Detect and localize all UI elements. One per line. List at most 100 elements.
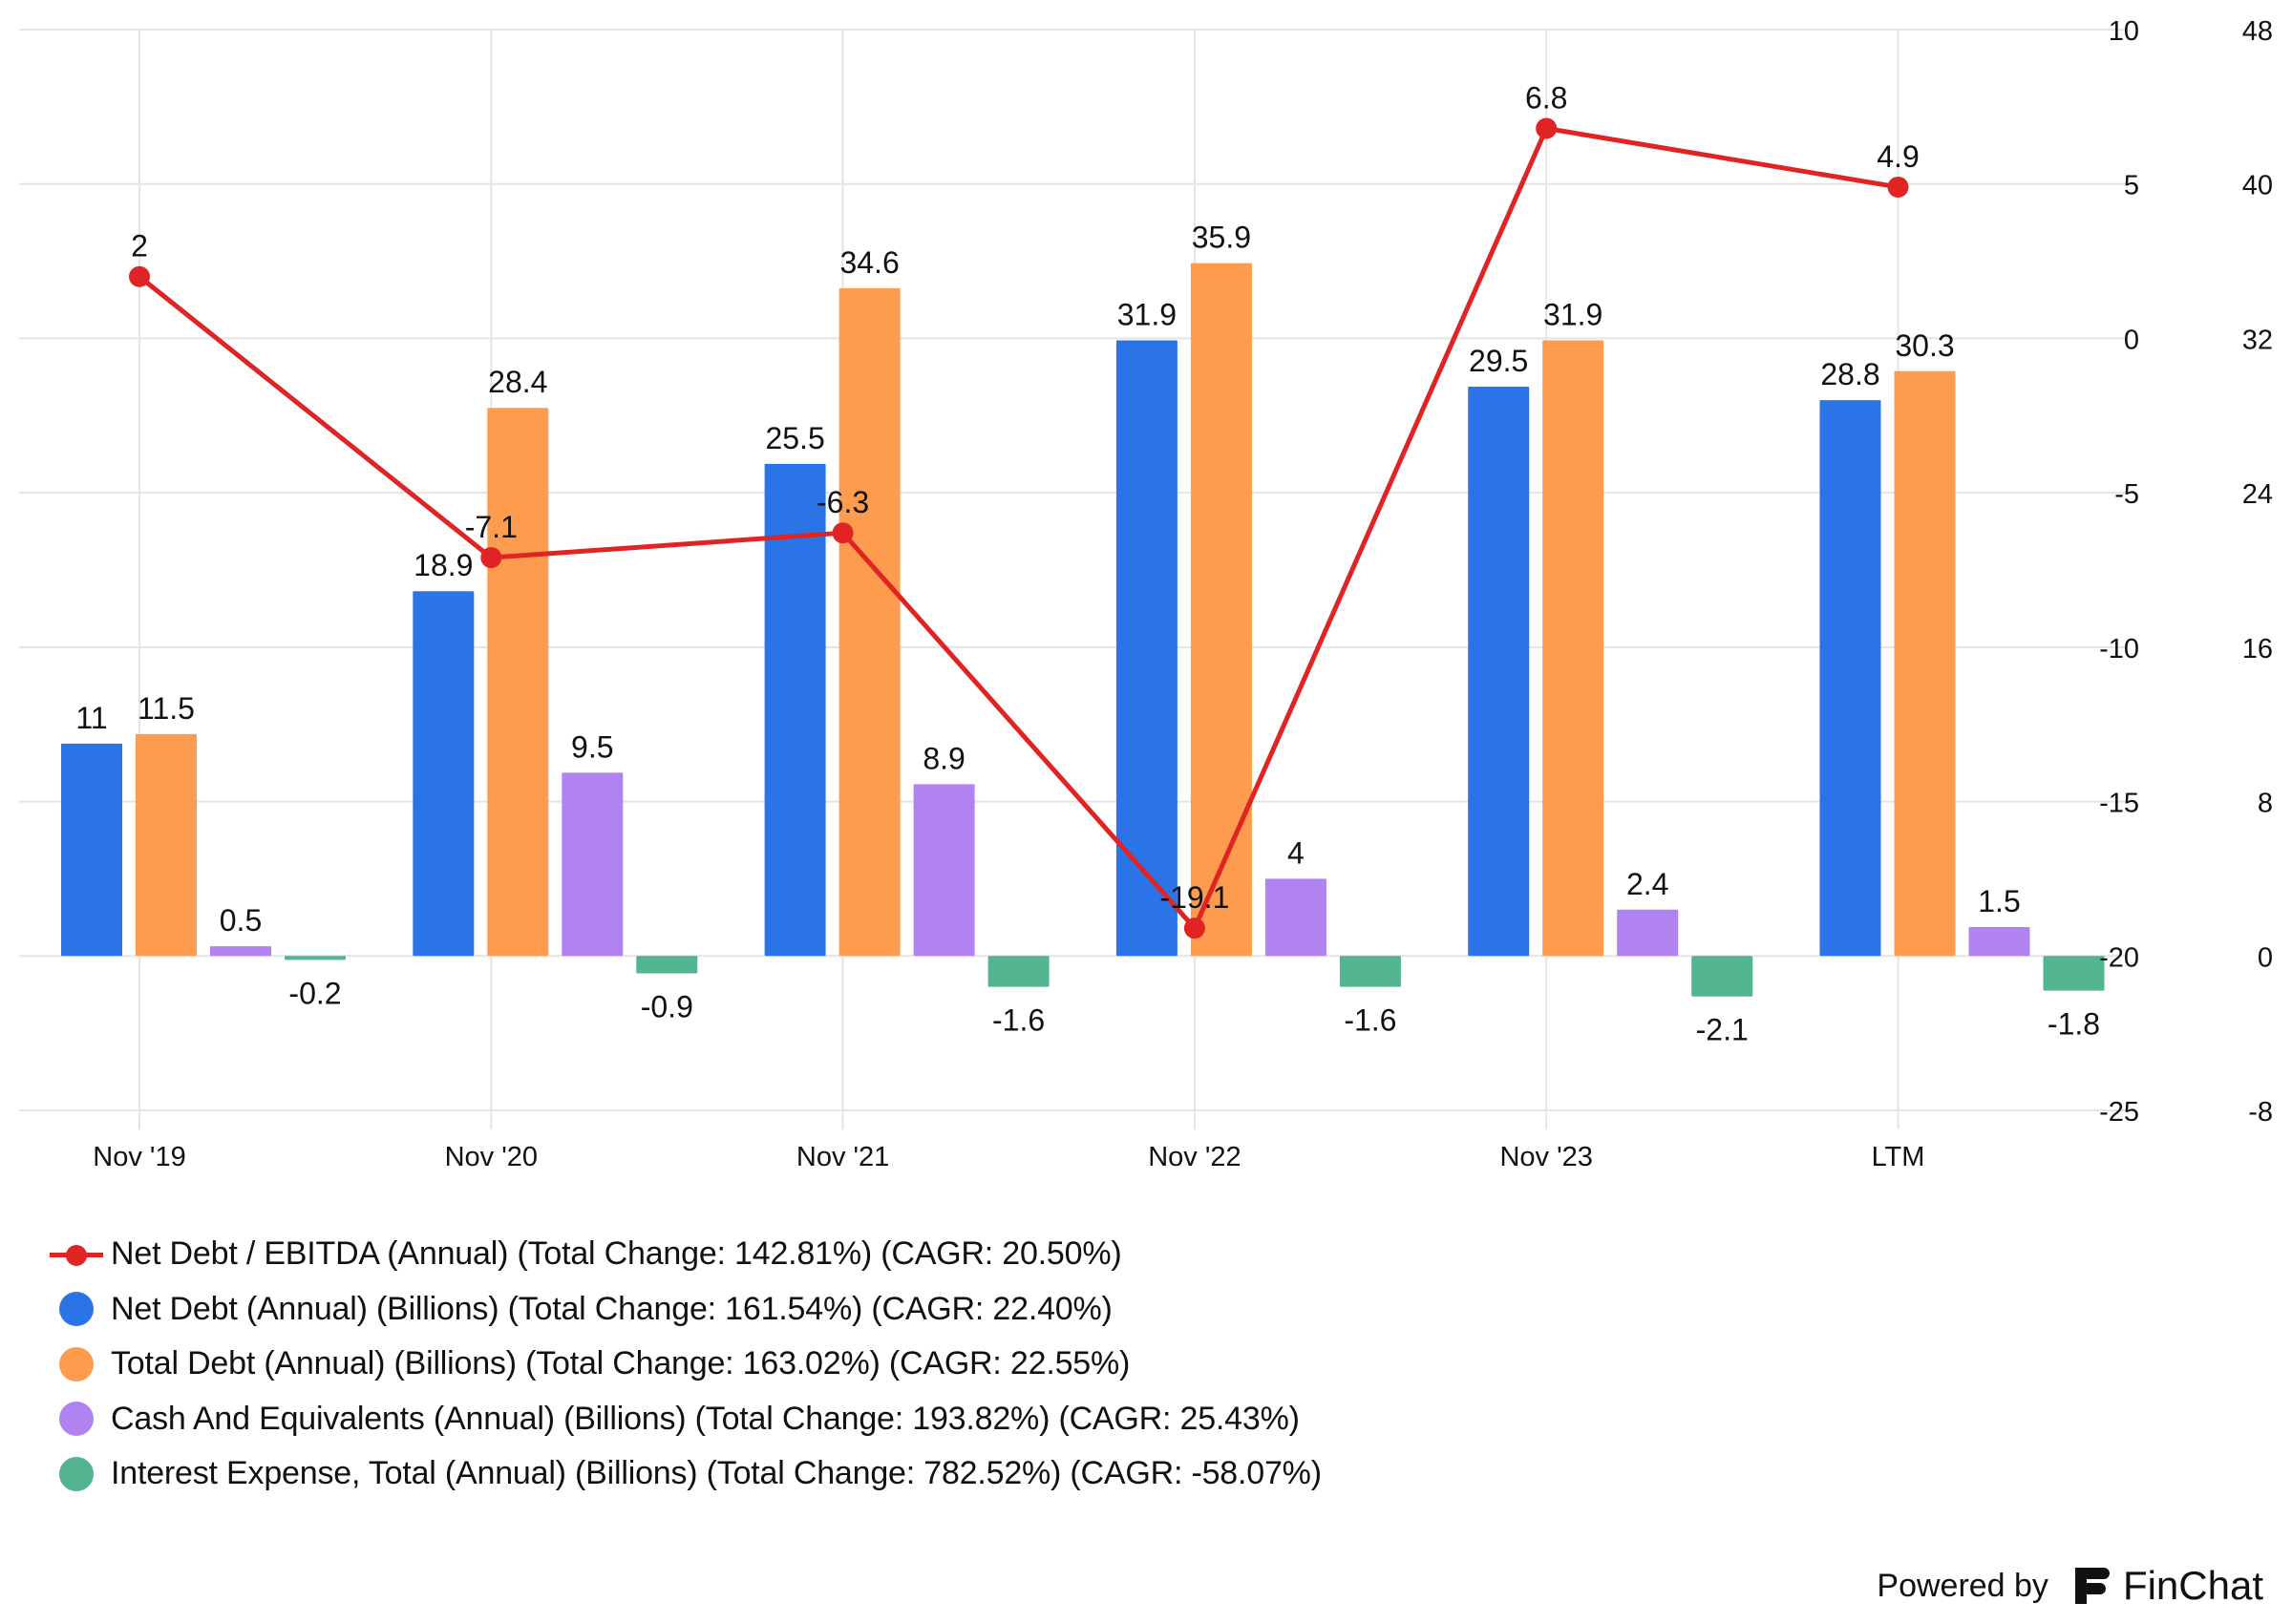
legend-label: Cash And Equivalents (Annual) (Billions)…	[111, 1400, 1300, 1437]
right-axis-tick-label: 48	[2242, 16, 2273, 47]
x-axis-tick-label: Nov '23	[1499, 1142, 1592, 1172]
left-axis-tick-label: 10	[2109, 16, 2139, 47]
line-point	[1183, 917, 1205, 939]
right-axis-tick-label: 24	[2242, 479, 2273, 510]
bars	[61, 263, 2105, 997]
line-data-label: -19.1	[1159, 880, 1229, 915]
bar-data-label: -0.2	[288, 976, 341, 1010]
bar	[987, 956, 1050, 987]
right-axis-tick-label: 32	[2242, 325, 2273, 355]
left-axis-tick-label: -25	[2099, 1097, 2139, 1128]
bar-data-label: 11	[75, 701, 107, 735]
bar-data-label: 11.5	[138, 691, 195, 726]
legend-swatch	[50, 1345, 103, 1383]
x-axis-tick-label: Nov '19	[93, 1142, 185, 1172]
bar	[562, 772, 624, 957]
line-data-label: -7.1	[465, 510, 518, 544]
bar-data-label: -1.6	[1344, 1003, 1396, 1038]
bar-data-label: 31.9	[1543, 297, 1602, 331]
legend-label: Net Debt / EBITDA (Annual) (Total Change…	[111, 1235, 1122, 1273]
bar	[1691, 956, 1753, 997]
bar	[413, 591, 475, 957]
x-axis-tick-label: Nov '21	[796, 1142, 889, 1172]
right-axis-tick-label: 16	[2242, 634, 2273, 664]
right-axis-tick-label: 40	[2242, 171, 2273, 201]
bar-data-label: -1.8	[2048, 1007, 2100, 1042]
x-axis-tick-label: Nov '22	[1148, 1142, 1241, 1172]
bar-data-label: 25.5	[765, 421, 824, 455]
bar-data-label: 18.9	[414, 548, 473, 582]
bar	[764, 463, 826, 957]
bar	[1968, 926, 2030, 957]
line-point	[832, 522, 854, 544]
bar-data-label: 28.4	[488, 365, 547, 399]
bar-data-label: 8.9	[923, 741, 965, 775]
legend-item-cash[interactable]: Cash And Equivalents (Annual) (Billions)…	[50, 1392, 1322, 1447]
line-marker-icon	[50, 1235, 103, 1274]
circle-marker-icon	[59, 1456, 94, 1491]
bar-data-label: -2.1	[1696, 1013, 1749, 1047]
legend-label: Interest Expense, Total (Annual) (Billio…	[111, 1455, 1322, 1492]
bar	[1115, 340, 1178, 957]
left-axis-tick-label: -20	[2099, 942, 2139, 973]
circle-marker-icon	[59, 1292, 94, 1327]
bar-data-label: 30.3	[1895, 328, 1954, 363]
branding[interactable]: Powered by FinChat	[1877, 1563, 2263, 1609]
line-point	[480, 547, 502, 569]
x-axis-tick-label: Nov '20	[445, 1142, 538, 1172]
right-axis-tick-label: 0	[2258, 942, 2273, 973]
bar	[2043, 956, 2105, 991]
left-axis-tick-label: -15	[2099, 789, 2139, 819]
bar	[1264, 878, 1326, 957]
x-axis-tick-label: LTM	[1872, 1142, 1925, 1172]
legend-line-dot	[66, 1244, 87, 1266]
line-path	[138, 125, 1899, 931]
legend-item-interest-expense[interactable]: Interest Expense, Total (Annual) (Billio…	[50, 1446, 1322, 1502]
legend-item-total-debt[interactable]: Total Debt (Annual) (Billions) (Total Ch…	[50, 1337, 1322, 1392]
bar-data-label: -1.6	[992, 1003, 1045, 1038]
legend: Net Debt / EBITDA (Annual) (Total Change…	[50, 1227, 1322, 1502]
right-axis-tick-label: 8	[2258, 789, 2273, 819]
legend-item-net-debt-ebitda[interactable]: Net Debt / EBITDA (Annual) (Total Change…	[50, 1227, 1322, 1282]
left-axis-tick-label: -10	[2099, 634, 2139, 664]
bar	[636, 956, 698, 974]
legend-swatch	[50, 1400, 103, 1438]
line-point	[129, 265, 150, 287]
bar-data-label: 34.6	[839, 245, 899, 280]
bar	[913, 784, 975, 957]
legend-item-net-debt[interactable]: Net Debt (Annual) (Billions) (Total Chan…	[50, 1282, 1322, 1338]
bar	[838, 287, 901, 957]
bar-data-label: -0.9	[641, 989, 693, 1023]
finchat-logo-icon	[2074, 1568, 2110, 1604]
line-point	[1536, 117, 1558, 139]
bar-data-label: 35.9	[1192, 221, 1251, 255]
bar	[1819, 400, 1881, 957]
bar-data-label: 29.5	[1469, 344, 1528, 378]
powered-by-text: Powered by	[1877, 1567, 2048, 1604]
line-data-label: -6.3	[817, 485, 869, 519]
legend-label: Total Debt (Annual) (Billions) (Total Ch…	[111, 1345, 1131, 1382]
line-series: 2 -7.1 -6.3 -19.1 6.8 4.9	[129, 80, 1920, 939]
left-axis-tick-label: 0	[2124, 325, 2139, 355]
bar	[1468, 386, 1530, 957]
line-data-label: 2	[131, 229, 148, 264]
brand-name: FinChat	[2122, 1563, 2263, 1608]
circle-marker-icon	[59, 1346, 94, 1381]
left-axis-tick-label: 5	[2124, 171, 2139, 201]
bar	[136, 733, 197, 957]
bar	[487, 408, 549, 957]
bar	[1542, 340, 1604, 957]
line-data-label: 4.9	[1877, 139, 1919, 174]
bar	[1894, 370, 1956, 957]
bar-data-label: 31.9	[1117, 297, 1177, 331]
bar-data-label: 4	[1287, 835, 1305, 870]
legend-swatch	[50, 1455, 103, 1493]
legend-label: Net Debt (Annual) (Billions) (Total Chan…	[111, 1290, 1113, 1327]
line-data-label: 6.8	[1525, 80, 1567, 115]
bar	[61, 743, 122, 957]
bar-data-label: 0.5	[220, 903, 262, 938]
bar-data-label: 1.5	[1978, 884, 2020, 918]
